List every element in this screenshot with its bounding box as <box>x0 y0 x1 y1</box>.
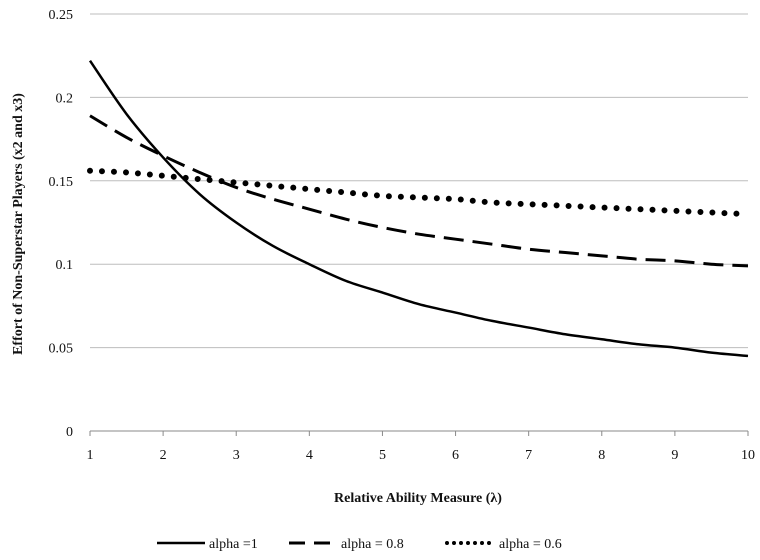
series-line-2 <box>87 167 751 218</box>
y-tick-label: 0.2 <box>56 91 74 106</box>
x-tick-label: 1 <box>87 448 94 463</box>
grid-lines <box>90 13 748 349</box>
axes <box>89 430 749 436</box>
series-line-0 <box>88 59 749 358</box>
x-tick-label: 10 <box>741 448 755 463</box>
tick-labels: 0 0.05 0.1 0.15 0.2 0.25 1 2 3 4 5 6 7 8 9 10 <box>49 8 756 463</box>
legend-label-1: alpha = 0.8 <box>341 537 404 552</box>
x-tick-label: 5 <box>379 448 386 463</box>
legend: alpha =1 alpha = 0.8 alpha = 0.6 <box>157 537 562 552</box>
x-axis-title: Relative Ability Measure (λ) <box>334 491 502 506</box>
series-line-1 <box>89 114 749 268</box>
x-tick-label: 2 <box>160 448 167 463</box>
x-tick-label: 7 <box>525 448 532 463</box>
x-tick-label: 6 <box>452 448 459 463</box>
x-tick-label: 8 <box>598 448 605 463</box>
series-lines <box>87 59 751 358</box>
legend-label-2: alpha = 0.6 <box>499 537 562 552</box>
y-tick-label: 0.05 <box>49 342 74 357</box>
y-tick-label: 0 <box>66 425 73 440</box>
y-axis-title: Effort of Non-Superstar Players (x2 and … <box>11 93 26 355</box>
legend-label-0: alpha =1 <box>209 537 258 552</box>
y-tick-label: 0.25 <box>49 8 74 23</box>
y-tick-label: 0.1 <box>56 258 74 273</box>
x-tick-label: 4 <box>306 448 313 463</box>
x-tick-label: 9 <box>671 448 678 463</box>
x-tick-label: 3 <box>233 448 240 463</box>
y-tick-label: 0.15 <box>49 175 74 190</box>
